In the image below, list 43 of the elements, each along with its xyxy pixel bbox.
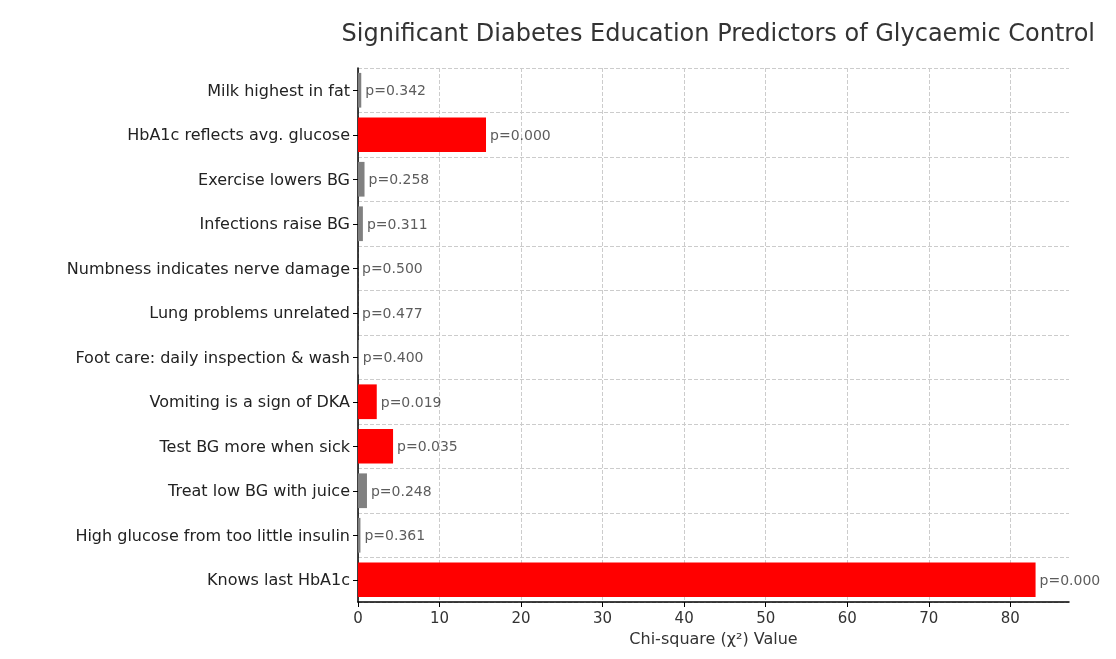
- annotation: p=0.000: [490, 126, 551, 143]
- x-tick-label: 50: [756, 608, 776, 627]
- bar: [358, 72, 362, 108]
- x-tick-label: 30: [593, 608, 613, 627]
- y-tick-label: Foot care: daily inspection & wash: [75, 347, 350, 367]
- annotation: p=0.000: [1039, 571, 1101, 588]
- x-tick-label: 80: [1000, 608, 1020, 627]
- x-axis-title: Chi-square (χ²) Value: [629, 628, 798, 648]
- annotation: p=0.311: [366, 215, 428, 232]
- y-tick-label: Test BG more when sick: [158, 436, 351, 456]
- y-tick-label: Milk highest in fat: [207, 80, 350, 100]
- bar: [358, 117, 487, 153]
- annotation: p=0.500: [362, 260, 423, 277]
- annotation: p=0.477: [362, 304, 423, 321]
- x-tick-label: 20: [511, 608, 531, 627]
- bar: [358, 562, 1036, 598]
- annotation: p=0.400: [362, 349, 424, 366]
- bar: [358, 206, 363, 242]
- y-tick-label: Numbness indicates nerve damage: [66, 258, 350, 278]
- x-tick-label: 60: [837, 608, 857, 627]
- y-tick-label: Treat low BG with juice: [167, 481, 350, 501]
- y-tick-label: Infections raise BG: [199, 214, 350, 234]
- annotation: p=0.248: [370, 482, 432, 499]
- x-tick-label: 40: [674, 608, 694, 627]
- y-tick-label: Vomiting is a sign of DKA: [149, 392, 351, 412]
- x-tick-label: 10: [429, 608, 450, 627]
- bar: [358, 384, 377, 420]
- x-tick-label: 70: [919, 608, 939, 627]
- annotation: p=0.035: [397, 438, 458, 455]
- bar: [358, 161, 365, 197]
- annotation: p=0.361: [364, 527, 426, 544]
- bar: [358, 473, 367, 509]
- x-tick-label: 0: [353, 608, 363, 627]
- y-tick-label: Knows last HbA1c: [207, 570, 350, 590]
- annotation: p=0.019: [380, 393, 442, 410]
- y-tick-label: High glucose from too little insulin: [75, 525, 350, 545]
- y-tick-label: Lung problems unrelated: [149, 303, 350, 323]
- bar: [358, 428, 394, 464]
- annotation: p=0.342: [365, 82, 426, 99]
- chart-title: Significant Diabetes Education Predictors of Glycaemic Control: [341, 19, 1095, 47]
- y-tick-label: HbA1c reflects avg. glucose: [127, 125, 350, 145]
- annotation: p=0.258: [368, 171, 430, 188]
- y-tick-label: Exercise lowers BG: [198, 169, 350, 189]
